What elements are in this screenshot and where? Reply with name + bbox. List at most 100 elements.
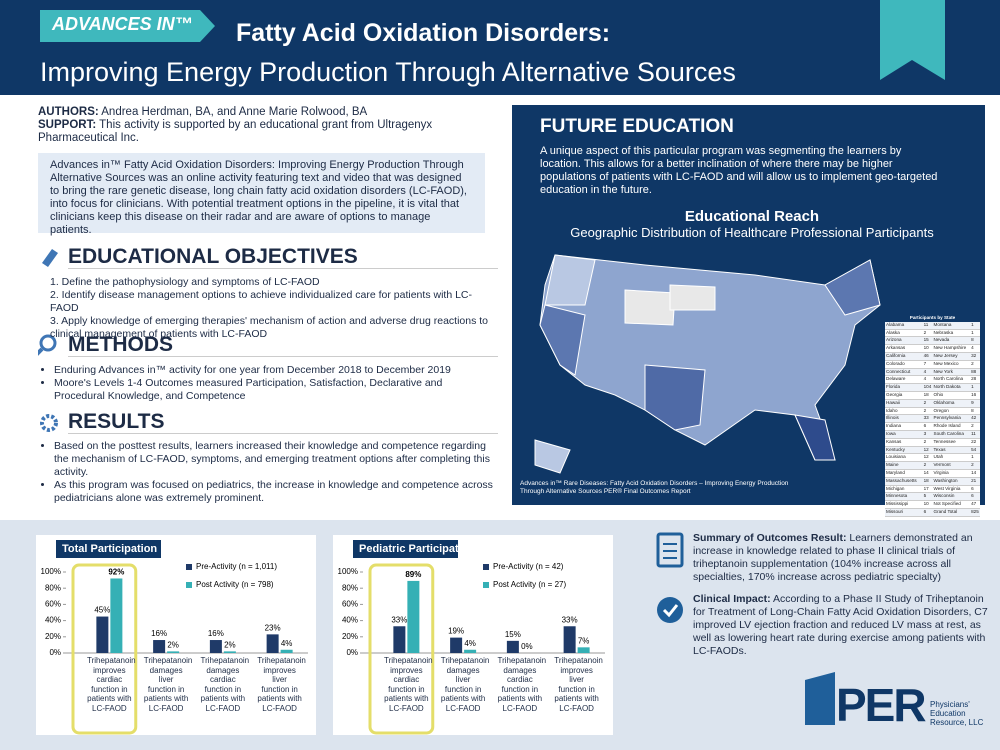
table-row: Missouri 6 Grand Total 825: [885, 508, 980, 517]
methods-list: Enduring Advances in™ activity for one y…: [40, 364, 495, 403]
y-tick-label: 20%: [342, 632, 358, 641]
value-label: 16%: [151, 629, 167, 638]
bar: [577, 647, 590, 653]
table-cell: Alabama: [886, 321, 905, 327]
table-cell: Michigan: [886, 485, 905, 491]
logo-graphic: [805, 672, 835, 725]
icons: [656, 532, 684, 623]
table-cell: 2: [923, 399, 927, 405]
legend-swatch: [186, 564, 192, 570]
table-cell: 42: [971, 415, 977, 421]
y-tick-label: 20%: [45, 632, 61, 641]
table-row: Idaho 2 Oregon 8: [885, 407, 980, 416]
bar: [223, 651, 236, 653]
badge-text: ADVANCES IN™: [52, 14, 193, 34]
table-cell: Nebraska: [933, 329, 954, 335]
value-label: 15%: [505, 630, 521, 639]
heading: RESULTS: [68, 410, 165, 433]
table-row: Florida 104 North Dakota 1: [885, 384, 980, 392]
table-cell: 6: [971, 485, 974, 491]
table-cell: 1: [971, 321, 974, 327]
table-cell: 10: [923, 345, 929, 351]
value-label: 2%: [224, 640, 236, 649]
table-cell: Pennsylvania: [933, 415, 961, 421]
caption: Advances in™ Rare Diseases: Fatty Acid O…: [520, 480, 789, 495]
table-cell: New York: [933, 368, 953, 374]
bar: [209, 640, 222, 653]
table-cell: 12: [923, 446, 929, 452]
y-tick-label: 40%: [45, 616, 61, 625]
table-row: Colorado 7 New Mexico 2: [885, 360, 980, 369]
chart: Pediatric Participation 0% 20% 40% 60% 80% 100…: [333, 535, 613, 735]
bar: [110, 578, 123, 653]
header-graphics: [40, 0, 945, 80]
table-cell: Oregon: [933, 407, 949, 413]
table-row: Kansas 2 Tennessee 22: [885, 438, 980, 447]
method: Moore's Levels 1-4 Outcomes measured Par…: [54, 377, 495, 403]
table-row: Michigan 17 West Virginia 6: [885, 485, 980, 494]
legend-label: Post Activity (n = 798): [196, 580, 274, 589]
result: Based on the posttest results, learners …: [54, 440, 495, 479]
table-cell: 4: [923, 376, 927, 382]
table-cell: 14: [923, 469, 929, 475]
table-cell: Missouri: [886, 508, 904, 514]
table-row: Alaska 2 Nebraska 1: [885, 329, 980, 338]
impact: Clinical Impact: According to a Phase II…: [693, 593, 993, 658]
x-label-box: Trihepatanoin damages liver function in …: [440, 656, 490, 713]
table-cell: 18: [923, 391, 929, 397]
table-row: Minnesota 5 Wisconsin 6: [885, 493, 980, 502]
map-subtitle: Geographic Distribution of Healthcare Pr…: [570, 225, 934, 240]
title: Fatty Acid Oxidation Disorders:: [236, 19, 611, 47]
y-tick-label: 40%: [342, 616, 358, 625]
chart-title: Total Participation: [62, 543, 157, 555]
table-cell: Alaska: [886, 329, 900, 335]
table-row: Maryland 14 Virginia 14: [885, 469, 980, 478]
table-cell: 47: [971, 501, 977, 507]
heading: EDUCATIONAL OBJECTIVES: [68, 245, 358, 268]
x-tick-label: Trihepatanoin improves liver function in…: [554, 656, 603, 713]
table-row: Indiana 6 Rhode Island 2: [885, 423, 980, 431]
table-row: Hawaii 2 Oklahoma 9: [885, 399, 980, 408]
table-cell: 5: [923, 493, 927, 499]
y-tick-label: 80%: [45, 583, 61, 592]
table-cell: 3: [923, 430, 927, 436]
ribbon: [880, 0, 945, 80]
x-label-box: Trihepatanoin damages liver function in …: [144, 656, 193, 713]
table-cell: 6: [923, 508, 927, 514]
table-cell: 7: [923, 360, 927, 366]
highlight: [71, 563, 138, 735]
table-title: Participants by State: [885, 315, 980, 322]
table-cell: West Virginia: [933, 485, 961, 491]
table-cell: 2: [971, 462, 974, 468]
bar: [407, 580, 420, 653]
table-cell: 12: [923, 454, 929, 460]
value-label: 92%: [108, 568, 124, 577]
title-tab: [353, 540, 458, 558]
table-cell: Maryland: [886, 469, 905, 475]
chart-title: Pediatric Participation: [359, 543, 475, 555]
x-tick-label: Trihepatanoin damages liver function in …: [440, 656, 490, 713]
table-cell: Nevada: [933, 337, 950, 343]
x-label-box: Trihepatanoin improves cardiac function …: [87, 656, 136, 713]
table-cell: Kansas: [886, 438, 902, 444]
value-label: 7%: [578, 636, 590, 645]
bar: [464, 649, 477, 653]
y-tick-label: 100%: [338, 567, 358, 576]
badge: [40, 10, 215, 42]
table-cell: Arizona: [886, 337, 902, 343]
y-tick-label: 60%: [342, 600, 358, 609]
value-label: 4%: [281, 639, 293, 648]
table-cell: Massachusetts: [886, 477, 917, 483]
title-tab: [56, 540, 161, 558]
table-cell: Colorado: [886, 360, 905, 366]
x-label-box: Trihepatanoin improves liver function in…: [257, 656, 306, 713]
objective: 1. Define the pathophysiology and sympto…: [50, 276, 320, 288]
legend-label: Post Activity (n = 27): [493, 580, 566, 589]
table-cell: North Dakota: [933, 384, 961, 390]
table-cell: Utah: [933, 454, 944, 460]
bar: [563, 626, 576, 653]
result: As this program was focused on pediatric…: [54, 479, 495, 505]
bar: [450, 637, 463, 653]
subtitle: Improving Energy Production Through Alte…: [40, 57, 736, 87]
